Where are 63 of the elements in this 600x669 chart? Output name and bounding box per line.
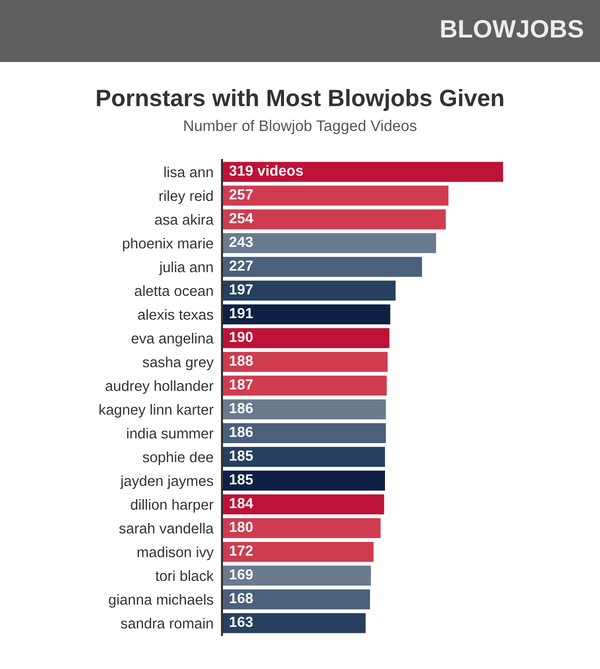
data-label: 186 — [230, 426, 253, 438]
bar — [222, 613, 366, 634]
y-tick-label: riley reid — [160, 190, 213, 204]
data-label: 168 — [230, 592, 253, 604]
y-tick-label: audrey hollander — [106, 380, 214, 394]
bar — [222, 566, 371, 586]
data-label: 169 — [230, 569, 253, 580]
bar — [222, 518, 381, 538]
y-tick-label: aletta ocean — [134, 285, 213, 296]
chart-title: Pornstars with Most Blowjobs Given — [96, 88, 504, 112]
data-label: 257 — [229, 189, 253, 200]
data-label: 254 — [229, 212, 254, 224]
y-tick-label: gianna michaels — [108, 594, 214, 608]
y-tick-label: tori black — [156, 570, 214, 582]
bar — [222, 423, 386, 444]
y-tick-label: madison ivy — [138, 546, 214, 560]
data-label: 191 — [230, 308, 253, 318]
y-tick-label: sophie dee — [142, 452, 214, 466]
chart-subtitle: Number of Blowjob Tagged Videos — [184, 120, 416, 134]
data-label: 319 videos — [229, 165, 303, 176]
bar — [222, 542, 374, 562]
bar — [222, 304, 390, 324]
y-tick-label: dillion harper — [130, 499, 214, 513]
y-tick-label: eva angelina — [132, 332, 214, 346]
data-label: 185 — [230, 474, 253, 485]
y-tick-label: asa akira — [155, 214, 214, 225]
bar — [222, 352, 388, 372]
y-tick-label: sandra romain — [120, 618, 213, 629]
data-label: 172 — [230, 545, 253, 556]
data-label: 180 — [230, 522, 253, 532]
bar — [222, 446, 386, 467]
bar — [222, 162, 504, 182]
data-label: 186 — [230, 402, 253, 414]
data-label: 188 — [230, 355, 253, 366]
data-label: 197 — [230, 284, 253, 295]
bar — [222, 376, 387, 396]
bar — [222, 399, 386, 420]
bar — [222, 256, 422, 277]
bar — [222, 233, 436, 254]
data-label: 227 — [229, 260, 253, 271]
text: BLOWJOBS — [441, 20, 584, 38]
y-tick-label: jayden jaymes — [120, 475, 214, 489]
y-tick-label: india summer — [127, 428, 214, 439]
data-label: 190 — [230, 332, 253, 342]
y-tick-label: alexis texas — [138, 309, 214, 320]
bar — [222, 470, 386, 491]
data-label: 163 — [230, 616, 253, 628]
y-tick-label: phoenix marie — [123, 238, 214, 252]
bar — [222, 589, 370, 610]
data-label: 184 — [230, 498, 254, 508]
data-label: 185 — [230, 450, 253, 461]
data-label: 243 — [229, 236, 253, 248]
bar — [222, 280, 396, 301]
y-tick-label: sasha grey — [142, 356, 214, 370]
bar — [222, 328, 390, 348]
bar — [222, 186, 448, 206]
data-label: 187 — [230, 379, 253, 390]
y-tick-label: julia ann — [158, 262, 213, 276]
y-tick-label: lisa ann — [164, 166, 213, 178]
bar — [222, 209, 446, 230]
y-tick-label: sarah vandella — [119, 522, 214, 534]
y-tick-label: kagney linn karter — [100, 404, 214, 418]
bar — [222, 494, 384, 514]
